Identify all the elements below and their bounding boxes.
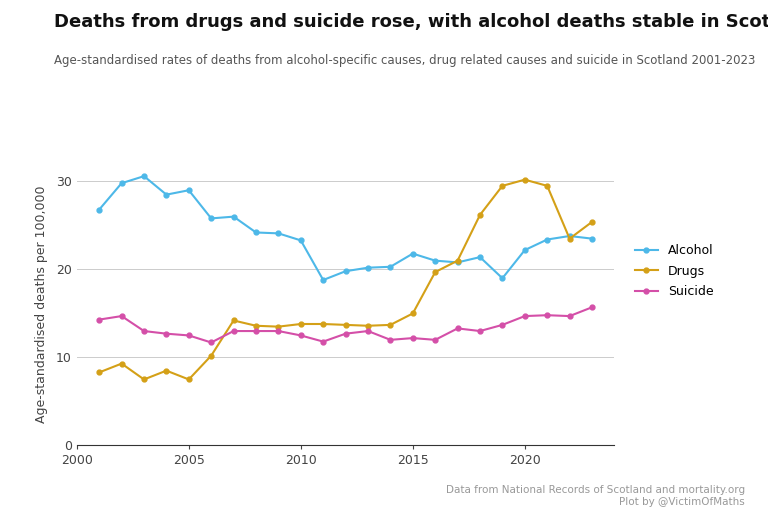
Drugs xyxy=(140,376,149,382)
Drugs xyxy=(296,321,306,327)
Alcohol xyxy=(565,233,574,239)
Line: Alcohol: Alcohol xyxy=(97,174,594,283)
Drugs xyxy=(363,323,372,329)
Alcohol xyxy=(498,275,507,281)
Alcohol xyxy=(409,250,418,257)
Suicide xyxy=(296,332,306,338)
Drugs xyxy=(588,219,597,225)
Text: Deaths from drugs and suicide rose, with alcohol deaths stable in Scotland in 20: Deaths from drugs and suicide rose, with… xyxy=(54,13,768,31)
Drugs xyxy=(94,369,104,375)
Suicide xyxy=(498,322,507,328)
Suicide xyxy=(319,338,328,345)
Alcohol xyxy=(162,191,171,198)
Drugs xyxy=(341,322,350,328)
Alcohol xyxy=(207,216,216,222)
Suicide xyxy=(184,332,194,338)
Line: Drugs: Drugs xyxy=(97,177,594,382)
Alcohol xyxy=(251,229,260,236)
Suicide xyxy=(140,328,149,334)
Drugs xyxy=(409,310,418,316)
Y-axis label: Age-standardised deaths per 100,000: Age-standardised deaths per 100,000 xyxy=(35,186,48,423)
Suicide xyxy=(251,328,260,334)
Suicide xyxy=(207,339,216,346)
Drugs xyxy=(386,322,395,328)
Alcohol xyxy=(520,247,529,253)
Drugs xyxy=(520,177,529,183)
Suicide xyxy=(431,337,440,343)
Suicide xyxy=(542,312,551,318)
Suicide xyxy=(229,328,238,334)
Alcohol xyxy=(431,258,440,264)
Alcohol xyxy=(274,230,283,237)
Alcohol xyxy=(94,206,104,212)
Suicide xyxy=(341,331,350,337)
Alcohol xyxy=(140,173,149,179)
Alcohol xyxy=(386,264,395,270)
Suicide xyxy=(274,328,283,334)
Suicide xyxy=(565,313,574,319)
Suicide xyxy=(475,328,485,334)
Suicide xyxy=(162,331,171,337)
Drugs xyxy=(229,317,238,324)
Alcohol xyxy=(229,214,238,220)
Line: Suicide: Suicide xyxy=(97,305,594,345)
Alcohol xyxy=(184,187,194,194)
Text: Data from National Records of Scotland and mortality.org
Plot by @VictimOfMaths: Data from National Records of Scotland a… xyxy=(446,485,745,507)
Drugs xyxy=(565,236,574,242)
Drugs xyxy=(162,368,171,374)
Alcohol xyxy=(453,259,462,265)
Suicide xyxy=(117,313,126,319)
Drugs xyxy=(207,353,216,359)
Suicide xyxy=(520,313,529,319)
Suicide xyxy=(363,328,372,334)
Alcohol xyxy=(117,180,126,186)
Suicide xyxy=(588,304,597,310)
Drugs xyxy=(475,212,485,218)
Suicide xyxy=(409,335,418,341)
Suicide xyxy=(94,316,104,323)
Text: Age-standardised rates of deaths from alcohol-specific causes, drug related caus: Age-standardised rates of deaths from al… xyxy=(54,54,755,67)
Suicide xyxy=(453,325,462,331)
Alcohol xyxy=(341,268,350,274)
Alcohol xyxy=(319,277,328,283)
Drugs xyxy=(319,321,328,327)
Suicide xyxy=(386,337,395,343)
Alcohol xyxy=(542,237,551,243)
Drugs xyxy=(184,376,194,382)
Drugs xyxy=(498,183,507,189)
Drugs xyxy=(251,323,260,329)
Drugs xyxy=(431,269,440,275)
Alcohol xyxy=(363,265,372,271)
Drugs xyxy=(542,183,551,189)
Drugs xyxy=(453,258,462,264)
Drugs xyxy=(117,360,126,367)
Alcohol xyxy=(296,238,306,244)
Alcohol xyxy=(475,254,485,260)
Drugs xyxy=(274,324,283,330)
Alcohol xyxy=(588,236,597,242)
Legend: Alcohol, Drugs, Suicide: Alcohol, Drugs, Suicide xyxy=(631,241,717,302)
